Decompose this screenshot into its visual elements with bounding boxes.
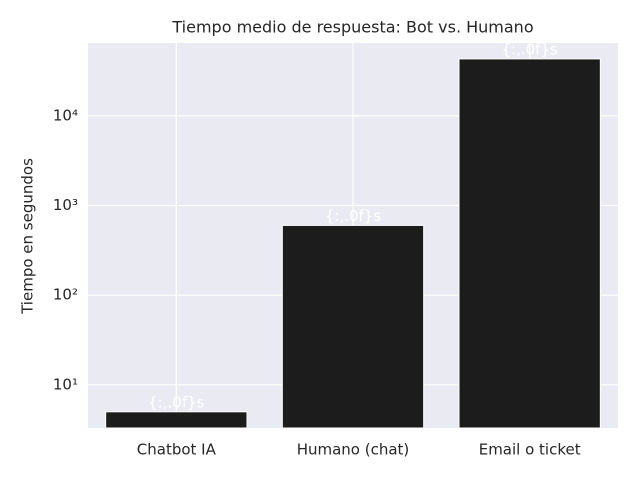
bar-annotation: {:,.0f}s [148, 393, 205, 411]
bar [458, 58, 601, 429]
chart-title: Tiempo medio de respuesta: Bot vs. Human… [171, 18, 533, 37]
bar [281, 224, 425, 429]
x-tick-label: Humano (chat) [297, 441, 410, 459]
y-tick-label: 10⁴ [53, 106, 78, 124]
y-tick-label: 10³ [53, 196, 78, 214]
y-tick-label: 10² [53, 286, 78, 304]
bar-annotation: {:,.0f}s [325, 207, 382, 225]
x-tick-label: Email o ticket [479, 441, 581, 459]
bar-annotation: {:,.0f}s [502, 40, 559, 58]
y-axis-label: Tiempo en segundos [19, 158, 37, 315]
x-tick-label: Chatbot IA [137, 441, 217, 459]
bar [105, 411, 248, 429]
y-tick-label: 10¹ [53, 375, 78, 393]
